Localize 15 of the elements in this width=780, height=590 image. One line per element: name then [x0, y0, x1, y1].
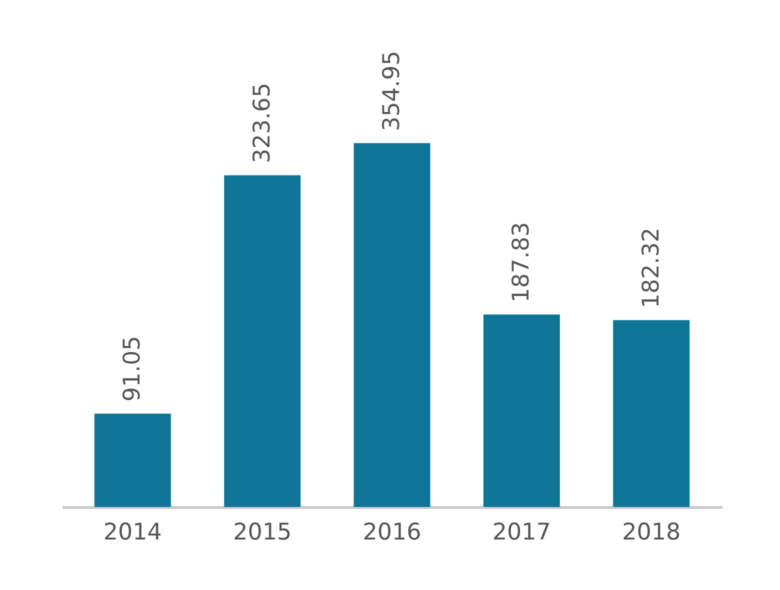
x-tick-label: 2018: [622, 520, 681, 546]
data-label: 354.95: [379, 50, 405, 132]
bar: [613, 320, 690, 507]
data-label: 182.32: [638, 228, 664, 308]
x-tick-label: 2016: [362, 520, 422, 546]
x-tick-label: 2015: [233, 520, 292, 546]
bar: [94, 414, 171, 507]
bar: [224, 175, 301, 507]
bar: [483, 314, 560, 507]
x-tick-label: 2014: [103, 520, 162, 546]
bar: [354, 143, 430, 507]
data-label: 323.65: [249, 82, 276, 164]
x-tick-label: 2017: [492, 520, 551, 546]
data-label: 187.83: [508, 222, 535, 302]
data-label: 91.05: [120, 336, 146, 402]
